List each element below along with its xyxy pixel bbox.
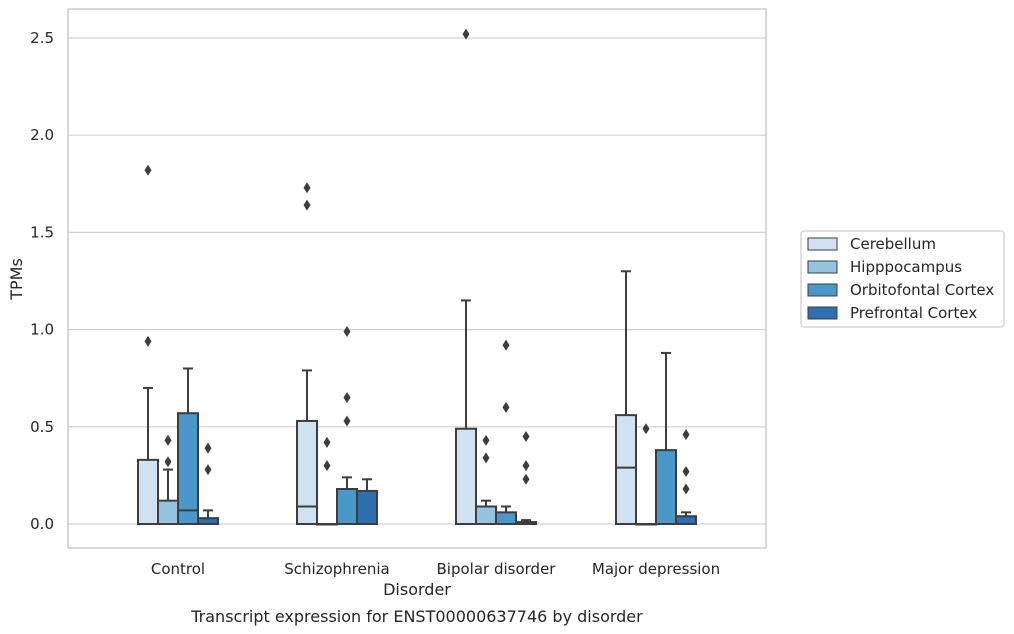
outlier-point	[502, 401, 510, 413]
outlier-point	[164, 434, 172, 446]
box-hipppocampus	[316, 436, 338, 526]
box-body	[177, 412, 199, 525]
outlier-point	[682, 429, 690, 441]
box-cerebellum	[137, 164, 159, 525]
x-tick-label: Major depression	[592, 560, 720, 578]
legend-label: Cerebellum	[850, 235, 936, 253]
box-body	[475, 505, 497, 525]
outlier-point	[502, 339, 510, 351]
outlier-point	[522, 473, 530, 485]
box-orbitofontal-cortex	[495, 339, 517, 525]
x-tick-labels: Control Schizophrenia Bipolar disorder Majo…	[151, 560, 720, 578]
outlier-point	[482, 452, 490, 464]
box-body	[356, 489, 378, 525]
plot-frame	[67, 8, 767, 549]
outlier-point	[303, 199, 311, 211]
box-hipppocampus	[475, 434, 497, 525]
box-body	[157, 499, 179, 525]
outlier-point	[522, 460, 530, 472]
box-cerebellum	[455, 28, 477, 525]
figure-caption: Transcript expression for ENST0000063774…	[190, 607, 643, 626]
legend-frame	[800, 230, 1005, 328]
box-body	[675, 515, 697, 525]
legend-swatch	[807, 237, 838, 251]
legend: Cerebellum Hipppocampus Orbitofontal Corte…	[800, 230, 1005, 328]
box-body	[455, 427, 477, 525]
outlier-point	[343, 326, 351, 338]
box-body	[655, 449, 677, 525]
legend-label: Orbitofontal Cortex	[850, 281, 994, 299]
box-orbitofontal-cortex	[336, 326, 358, 525]
box-cerebellum	[296, 182, 318, 525]
outlier-point	[522, 431, 530, 443]
y-tick-label: 0.0	[30, 515, 54, 533]
outlier-point	[204, 442, 212, 454]
outlier-point	[204, 464, 212, 476]
box-hipppocampus	[157, 434, 179, 525]
box-hipppocampus	[635, 423, 657, 526]
box-orbitofontal-cortex	[655, 351, 677, 525]
box-orbitofontal-cortex	[177, 367, 199, 525]
y-tick-label: 2.0	[30, 126, 54, 144]
box-body	[495, 511, 517, 525]
box-prefrontal-cortex	[515, 431, 537, 526]
y-tick-labels: 0.0 0.5 1.0 1.5 2.0 2.5	[30, 29, 54, 533]
outlier-point	[323, 460, 331, 472]
outlier-point	[164, 456, 172, 468]
outlier-point	[682, 466, 690, 478]
legend-label: Hipppocampus	[850, 258, 962, 276]
x-tick-label: Schizophrenia	[284, 560, 389, 578]
box-body	[137, 458, 159, 525]
box-cerebellum	[615, 270, 637, 525]
outlier-point	[682, 483, 690, 495]
outlier-point	[642, 423, 650, 435]
x-tick-label: Bipolar disorder	[437, 560, 557, 578]
outlier-point	[144, 164, 152, 176]
x-axis-label: Disorder	[383, 580, 451, 599]
box-prefrontal-cortex	[197, 442, 219, 526]
y-tick-label: 2.5	[30, 29, 54, 47]
box-body	[336, 488, 358, 525]
y-axis-label: TPMs	[7, 258, 26, 301]
y-tick-label: 1.5	[30, 223, 54, 241]
outlier-point	[323, 436, 331, 448]
outlier-point	[343, 415, 351, 427]
legend-swatch	[807, 260, 838, 274]
x-tick-label: Control	[151, 560, 205, 578]
box-body	[615, 414, 637, 525]
legend-label: Prefrontal Cortex	[850, 304, 977, 322]
plot-area	[137, 28, 697, 526]
outlier-point	[144, 335, 152, 347]
outlier-point	[303, 182, 311, 194]
y-tick-label: 0.5	[30, 418, 54, 436]
legend-swatch	[807, 306, 838, 320]
outlier-point	[462, 28, 470, 40]
box-prefrontal-cortex	[356, 478, 378, 525]
legend-swatch	[807, 283, 838, 297]
box-prefrontal-cortex	[675, 429, 697, 525]
outlier-point	[482, 434, 490, 446]
outlier-point	[343, 392, 351, 404]
y-tick-label: 1.0	[30, 321, 54, 339]
box-body	[296, 419, 318, 525]
